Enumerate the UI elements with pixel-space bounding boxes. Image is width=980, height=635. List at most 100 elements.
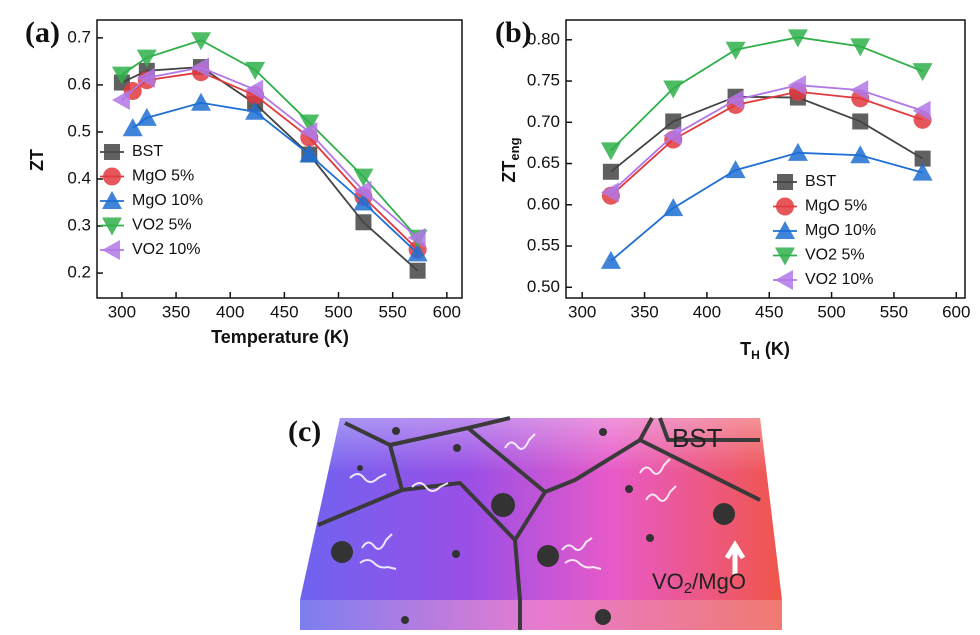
inclusion-base: VO bbox=[652, 569, 684, 594]
marker bbox=[776, 197, 794, 216]
panel-label: (a) bbox=[25, 16, 60, 49]
x-tick-label: 450 bbox=[755, 302, 783, 321]
legend-label: VO2 10% bbox=[805, 271, 873, 288]
marker bbox=[912, 162, 933, 181]
marker bbox=[725, 90, 744, 111]
legend-label: MgO 10% bbox=[132, 192, 203, 209]
chart: 300 350 400 450 500 550 600 0.50 0.55 0.60 0.65 0.7… bbox=[495, 16, 970, 362]
y-tick-label: 0.70 bbox=[527, 112, 560, 131]
series-line bbox=[610, 36, 923, 151]
y-tick-label: 0.5 bbox=[67, 121, 91, 140]
y-tick-label: 0.2 bbox=[67, 263, 91, 282]
x-tick-label: 550 bbox=[880, 302, 908, 321]
marker bbox=[602, 163, 619, 180]
panel-label: (b) bbox=[495, 16, 532, 49]
plot-frame bbox=[96, 19, 463, 299]
y-tick-label: 0.7 bbox=[67, 27, 91, 46]
y-tick-label: 0.6 bbox=[67, 74, 91, 93]
marker bbox=[111, 89, 130, 110]
marker bbox=[600, 142, 621, 161]
marker bbox=[777, 174, 793, 190]
marker bbox=[245, 79, 264, 100]
marker bbox=[775, 270, 793, 290]
x-tick-label: 450 bbox=[270, 302, 298, 321]
y-label-base: ZT bbox=[499, 161, 519, 183]
x-tick-label: 500 bbox=[817, 302, 845, 321]
marker bbox=[299, 144, 320, 163]
phonon-arrows bbox=[349, 433, 677, 570]
x-tick-label: 350 bbox=[162, 302, 190, 321]
inclusion-arrow bbox=[724, 540, 746, 575]
y-tick-label: 0.80 bbox=[527, 29, 560, 48]
marker bbox=[102, 191, 122, 209]
x-tick-label: 600 bbox=[433, 302, 461, 321]
legend-label: MgO 5% bbox=[132, 168, 194, 185]
marker bbox=[190, 57, 209, 78]
marker bbox=[104, 144, 120, 160]
x-tick-label: 350 bbox=[630, 302, 658, 321]
inclusion-label: VO2/MgO bbox=[652, 569, 746, 597]
y-axis-label: ZTeng bbox=[499, 137, 523, 182]
marker bbox=[190, 92, 211, 111]
marker bbox=[663, 125, 682, 146]
marker bbox=[122, 118, 143, 137]
marker bbox=[299, 121, 318, 142]
panel-label: (c) bbox=[288, 415, 321, 448]
legend-label: VO2 10% bbox=[132, 241, 200, 258]
x-tick-label: 500 bbox=[324, 302, 352, 321]
x-axis-label: TH (K) bbox=[740, 339, 790, 362]
marker bbox=[663, 80, 684, 99]
legend-label: BST bbox=[805, 173, 836, 190]
inclusion-sub: 2 bbox=[684, 580, 692, 597]
marker bbox=[787, 142, 808, 161]
legend-label: VO2 5% bbox=[805, 247, 865, 264]
marker bbox=[353, 192, 374, 211]
marker bbox=[353, 168, 374, 187]
x-tick-label: 300 bbox=[568, 302, 596, 321]
marker bbox=[850, 80, 869, 101]
marker bbox=[665, 113, 682, 130]
marker bbox=[725, 160, 746, 179]
y-tick-label: 0.4 bbox=[67, 168, 91, 187]
marker bbox=[136, 107, 157, 126]
y-axis-label: ZT bbox=[27, 149, 47, 171]
chart: 300 350 400 450 500 550 600 0.2 0.3 0.4 0.5 0.6 0.7 (… bbox=[25, 16, 463, 347]
y-tick-label: 0.55 bbox=[527, 236, 560, 255]
legend-label: MgO 10% bbox=[805, 222, 876, 239]
x-tick-label: 400 bbox=[693, 302, 721, 321]
marker bbox=[353, 180, 372, 201]
y-tick-label: 0.65 bbox=[527, 153, 560, 172]
marker bbox=[136, 67, 155, 88]
marker bbox=[914, 150, 931, 167]
block-front bbox=[300, 600, 782, 630]
marker bbox=[299, 114, 320, 133]
x-tick-label: 400 bbox=[216, 302, 244, 321]
marker bbox=[111, 66, 132, 85]
marker bbox=[407, 227, 426, 248]
y-tick-label: 0.3 bbox=[67, 216, 91, 235]
grain-boundaries bbox=[317, 416, 761, 630]
marker bbox=[245, 101, 266, 120]
marker bbox=[850, 145, 871, 164]
x-tick-label: 600 bbox=[942, 302, 970, 321]
legend-label: MgO 5% bbox=[805, 198, 867, 215]
marker bbox=[663, 198, 684, 217]
marker bbox=[725, 41, 746, 60]
marker bbox=[787, 75, 806, 96]
marker bbox=[407, 243, 428, 262]
marker bbox=[775, 221, 795, 239]
y-tick-label: 0.50 bbox=[527, 277, 560, 296]
series-line bbox=[610, 151, 923, 262]
marker bbox=[102, 240, 120, 260]
marker bbox=[912, 100, 931, 121]
series-line bbox=[610, 84, 923, 194]
y-label-sub: eng bbox=[507, 137, 522, 160]
series-line bbox=[610, 95, 924, 173]
inclusions bbox=[331, 427, 735, 625]
marker bbox=[600, 182, 619, 203]
marker bbox=[600, 250, 621, 269]
marker bbox=[775, 247, 795, 266]
inclusion-rest: /MgO bbox=[692, 569, 746, 594]
marker bbox=[850, 38, 871, 57]
